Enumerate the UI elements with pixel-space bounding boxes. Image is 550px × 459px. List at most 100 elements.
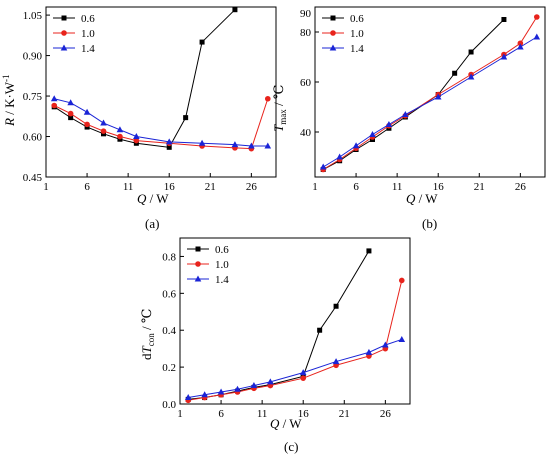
data-point-1.4 xyxy=(116,126,124,133)
series-line-0.6 xyxy=(322,19,505,170)
data-point-1.4 xyxy=(50,95,58,102)
legend-marker xyxy=(195,261,201,267)
x-tick-label: 1 xyxy=(43,181,49,193)
data-point-1.4 xyxy=(467,73,475,80)
data-point-1.0 xyxy=(398,277,405,284)
axis-ticks: 1 6 11 16 21 260.00.20.40.60.8 xyxy=(162,251,391,420)
data-point-1.0 xyxy=(51,102,58,109)
x-tick-label: 6 xyxy=(84,181,90,193)
y-tick-label: 1.05 xyxy=(23,10,43,22)
series-line-1.4 xyxy=(188,338,402,399)
legend: 0.6 1.0 1.4 xyxy=(53,13,95,55)
y-tick-label: 0.45 xyxy=(23,172,43,184)
data-point-1.4 xyxy=(533,33,541,40)
legend-label: 0.6 xyxy=(350,13,364,25)
x-tick-label: 26 xyxy=(515,181,527,193)
legend-marker xyxy=(330,15,336,21)
panel-c: 1 6 11 16 21 260.00.20.40.60.8 0.61.01.4 dTco… xyxy=(139,237,411,454)
plot-frame xyxy=(314,6,546,178)
legend-label: 0.6 xyxy=(215,244,229,256)
data-point-1.4 xyxy=(83,108,91,115)
x-tick-label: 1 xyxy=(177,408,183,420)
legend-label: 1.4 xyxy=(350,43,364,55)
data-point-1.4 xyxy=(184,394,192,401)
data-point-1.4 xyxy=(319,163,327,170)
data-point-1.4 xyxy=(267,378,274,385)
legend-label: 1.0 xyxy=(215,259,229,271)
y-axis-label: R / K·W-1 xyxy=(1,74,17,127)
series-line-1.0 xyxy=(188,280,403,401)
data-point-1.4 xyxy=(264,142,272,149)
data-point-1.4 xyxy=(500,53,508,60)
y-tick-label: 0.8 xyxy=(162,251,176,263)
data-point-0.6 xyxy=(68,115,74,121)
data-point-1.4 xyxy=(332,358,340,365)
legend-label: 0.6 xyxy=(81,13,95,25)
data-point-1.0 xyxy=(264,95,271,102)
legend-marker xyxy=(195,246,201,252)
data-point-1.4 xyxy=(100,119,107,126)
data-point-1.0 xyxy=(84,121,90,128)
panel-label-b: (b) xyxy=(422,216,437,231)
legend-label: 1.4 xyxy=(215,274,229,286)
legend-marker xyxy=(329,44,337,51)
x-tick-label: 26 xyxy=(380,408,392,420)
data-point-1.4 xyxy=(217,388,225,395)
data-point-0.6 xyxy=(501,17,507,22)
x-tick-label: 21 xyxy=(474,181,485,193)
y-tick-label: 0.90 xyxy=(23,51,43,63)
x-tick-label: 16 xyxy=(433,181,445,193)
y-tick-label: 0.60 xyxy=(23,132,43,144)
data-point-1.4 xyxy=(299,369,307,376)
data-point-1.4 xyxy=(165,138,173,145)
plot-frame xyxy=(179,237,411,405)
data-point-1.0 xyxy=(100,128,107,134)
data-point-0.6 xyxy=(232,7,238,13)
data-point-1.4 xyxy=(231,141,239,148)
data-point-1.0 xyxy=(517,40,524,47)
data-point-1.0 xyxy=(300,375,307,381)
x-axis-label: Q / W xyxy=(137,191,169,206)
data-point-1.4 xyxy=(198,139,206,146)
y-tick-label: 90 xyxy=(300,8,312,20)
y-tick-label: 40 xyxy=(300,127,312,139)
data-point-1.4 xyxy=(517,43,524,50)
x-tick-label: 11 xyxy=(123,181,134,193)
axis-ticks: 1 6 11 16 21 260.450.600.750.901.05 xyxy=(23,10,258,193)
x-axis-label: Q / W xyxy=(270,416,302,431)
data-point-1.0 xyxy=(133,137,140,144)
x-tick-label: 11 xyxy=(257,408,268,420)
data-point-0.6 xyxy=(183,115,189,121)
data-point-1.4 xyxy=(402,111,409,117)
data-point-1.4 xyxy=(365,348,373,355)
data-point-1.4 xyxy=(352,142,360,149)
data-point-0.6 xyxy=(317,327,323,333)
data-point-0.6 xyxy=(366,248,372,254)
data-point-1.4 xyxy=(385,121,393,127)
legend-label: 1.4 xyxy=(81,43,95,55)
legend-label: 1.0 xyxy=(81,28,95,40)
data-point-0.6 xyxy=(166,144,172,150)
x-tick-label: 21 xyxy=(339,408,350,420)
x-tick-label: 16 xyxy=(298,408,310,420)
data-point-1.0 xyxy=(533,14,540,20)
legend-marker xyxy=(61,15,67,21)
legend-marker xyxy=(61,30,67,36)
series-line-0.6 xyxy=(53,9,236,148)
legend-marker xyxy=(194,275,202,282)
data-point-1.4 xyxy=(201,391,208,398)
legend-marker xyxy=(330,30,336,36)
legend: 0.6 1.0 1.4 xyxy=(187,244,229,286)
y-tick-label: 0.4 xyxy=(162,325,176,337)
data-point-1.4 xyxy=(369,131,376,137)
data-point-1.4 xyxy=(250,382,258,389)
data-point-1.4 xyxy=(248,142,255,149)
data-point-0.6 xyxy=(199,39,205,45)
data-point-1.4 xyxy=(234,385,241,392)
y-tick-label: 0.6 xyxy=(162,288,176,300)
panel-label-a: (a) xyxy=(145,216,159,231)
x-axis-label: Q / W xyxy=(406,191,438,206)
